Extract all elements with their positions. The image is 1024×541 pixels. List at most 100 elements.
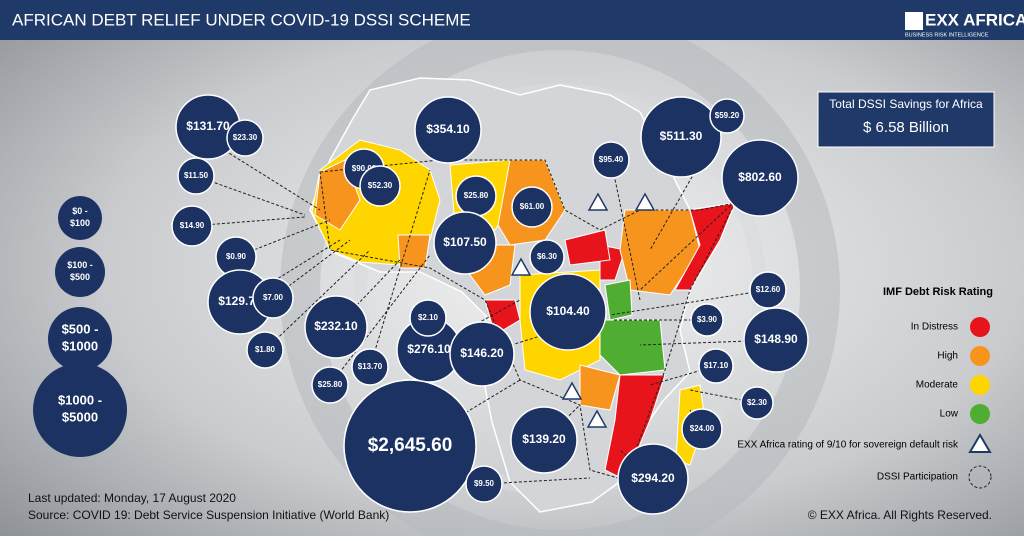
bubble-label: $276.10 [407, 342, 451, 356]
risk-icon [561, 381, 583, 400]
value-bubble [351, 348, 389, 386]
bubble-label: $294.20 [631, 471, 675, 485]
value-bubble [465, 465, 503, 503]
value-bubble [529, 239, 565, 275]
bubble-label: $104.40 [546, 304, 590, 318]
risk-icon [510, 257, 532, 276]
rating-label: Low [940, 409, 959, 420]
size-legend-label: $100 -$500 [67, 261, 93, 283]
value-bubble [311, 366, 349, 404]
risk-icon [634, 192, 656, 211]
value-bubble [709, 98, 745, 134]
value-bubble [740, 386, 774, 420]
rating-label: High [937, 351, 958, 362]
bubble-label: $802.60 [738, 170, 782, 184]
dssi-border [319, 159, 736, 481]
value-bubble [226, 119, 264, 157]
bubble-label: $23.30 [233, 133, 258, 142]
total-box [817, 91, 995, 148]
bubble-label: $25.80 [318, 380, 343, 389]
rating-label: In Distress [911, 322, 958, 333]
bubble-label: $232.10 [314, 319, 358, 333]
size-legend-label: $1000 -$5000 [58, 393, 102, 425]
country-region [397, 234, 431, 269]
rating-swatch [970, 346, 990, 366]
value-bubble [414, 96, 482, 164]
bubble-label: $90.00 [352, 164, 377, 173]
bubble-label: $17.10 [704, 361, 729, 370]
bubble-label: $148.90 [754, 332, 798, 346]
rating-label: Moderate [916, 380, 959, 391]
bubble-label: $11.50 [184, 171, 209, 180]
value-bubble [433, 211, 497, 275]
bubble-label: $354.10 [426, 122, 470, 136]
bubble-label: $9.50 [474, 479, 495, 488]
value-bubble [721, 139, 799, 217]
total-value: $ 6.58 Billion [863, 119, 949, 136]
bubble-label: $139.20 [522, 432, 566, 446]
bubble-label: $131.70 [186, 119, 230, 133]
participation-label: DSSI Participation [877, 472, 958, 483]
size-legend-circle [55, 247, 105, 297]
bubble-label: $59.20 [715, 111, 740, 120]
bubble-label: $146.20 [460, 346, 504, 360]
size-legend-circle [58, 196, 102, 240]
header-bar [0, 0, 1024, 40]
value-bubble [246, 331, 284, 369]
bubble-label: $52.30 [368, 181, 393, 190]
risk-icon [587, 192, 609, 211]
bubble-label: $7.00 [263, 293, 284, 302]
value-bubble [617, 443, 689, 515]
bubble-label: $107.50 [443, 235, 487, 249]
value-bubble [698, 348, 734, 384]
title: AFRICAN DEBT RELIEF UNDER COVID-19 DSSI … [12, 10, 471, 29]
bubble-label: $3.90 [697, 315, 718, 324]
participation-icon [968, 465, 992, 489]
value-bubble [304, 295, 368, 359]
bubble-label: $13.70 [358, 362, 383, 371]
value-bubble [690, 303, 724, 337]
value-bubble [343, 379, 477, 513]
bubble-label: $12.60 [756, 285, 781, 294]
value-bubble [171, 205, 213, 247]
value-bubble [511, 186, 553, 228]
country-region [604, 279, 633, 321]
value-bubble [749, 271, 787, 309]
bubble-label: $61.00 [520, 202, 545, 211]
bubble-label: $2.30 [747, 398, 768, 407]
bubble-label: $95.40 [599, 155, 624, 164]
rating-swatch [970, 317, 990, 337]
bubble-label: $2.10 [418, 313, 439, 322]
value-bubble [743, 307, 809, 373]
risk-note: EXX Africa rating of 9/10 for sovereign … [737, 440, 959, 451]
logo-icon [905, 12, 923, 30]
value-bubble [252, 277, 294, 319]
country-region [579, 364, 621, 411]
value-bubble [681, 408, 723, 450]
logo-name: EXX AFRICA [925, 10, 1024, 29]
logo-tagline: BUSINESS RISK INTELLIGENCE [905, 32, 989, 38]
value-bubble [640, 96, 722, 178]
bubble-label: $25.80 [464, 191, 489, 200]
value-bubble [449, 321, 515, 387]
value-bubble [592, 141, 630, 179]
bubble-label: $6.30 [537, 252, 558, 261]
bubble-label: $14.90 [180, 221, 205, 230]
total-label: Total DSSI Savings for Africa [829, 97, 983, 111]
size-legend-label: $500 -$1000 [62, 322, 99, 354]
size-legend-label: $0 -$100 [70, 207, 90, 229]
value-bubble [359, 165, 401, 207]
bubble-label: $1.80 [255, 345, 276, 354]
risk-note-icon [968, 433, 992, 453]
risk-icon [586, 409, 608, 428]
bubble-label: $0.90 [226, 252, 247, 261]
value-bubble [510, 406, 578, 474]
rating-swatch [970, 375, 990, 395]
source: Source: COVID 19: Debt Service Suspensio… [28, 508, 389, 522]
bubble-label: $24.00 [690, 424, 715, 433]
value-bubble [529, 273, 607, 351]
copyright: © EXX Africa. All Rights Reserved. [808, 508, 992, 522]
rating-title: IMF Debt Risk Rating [883, 286, 993, 298]
size-legend-circle [48, 307, 112, 371]
